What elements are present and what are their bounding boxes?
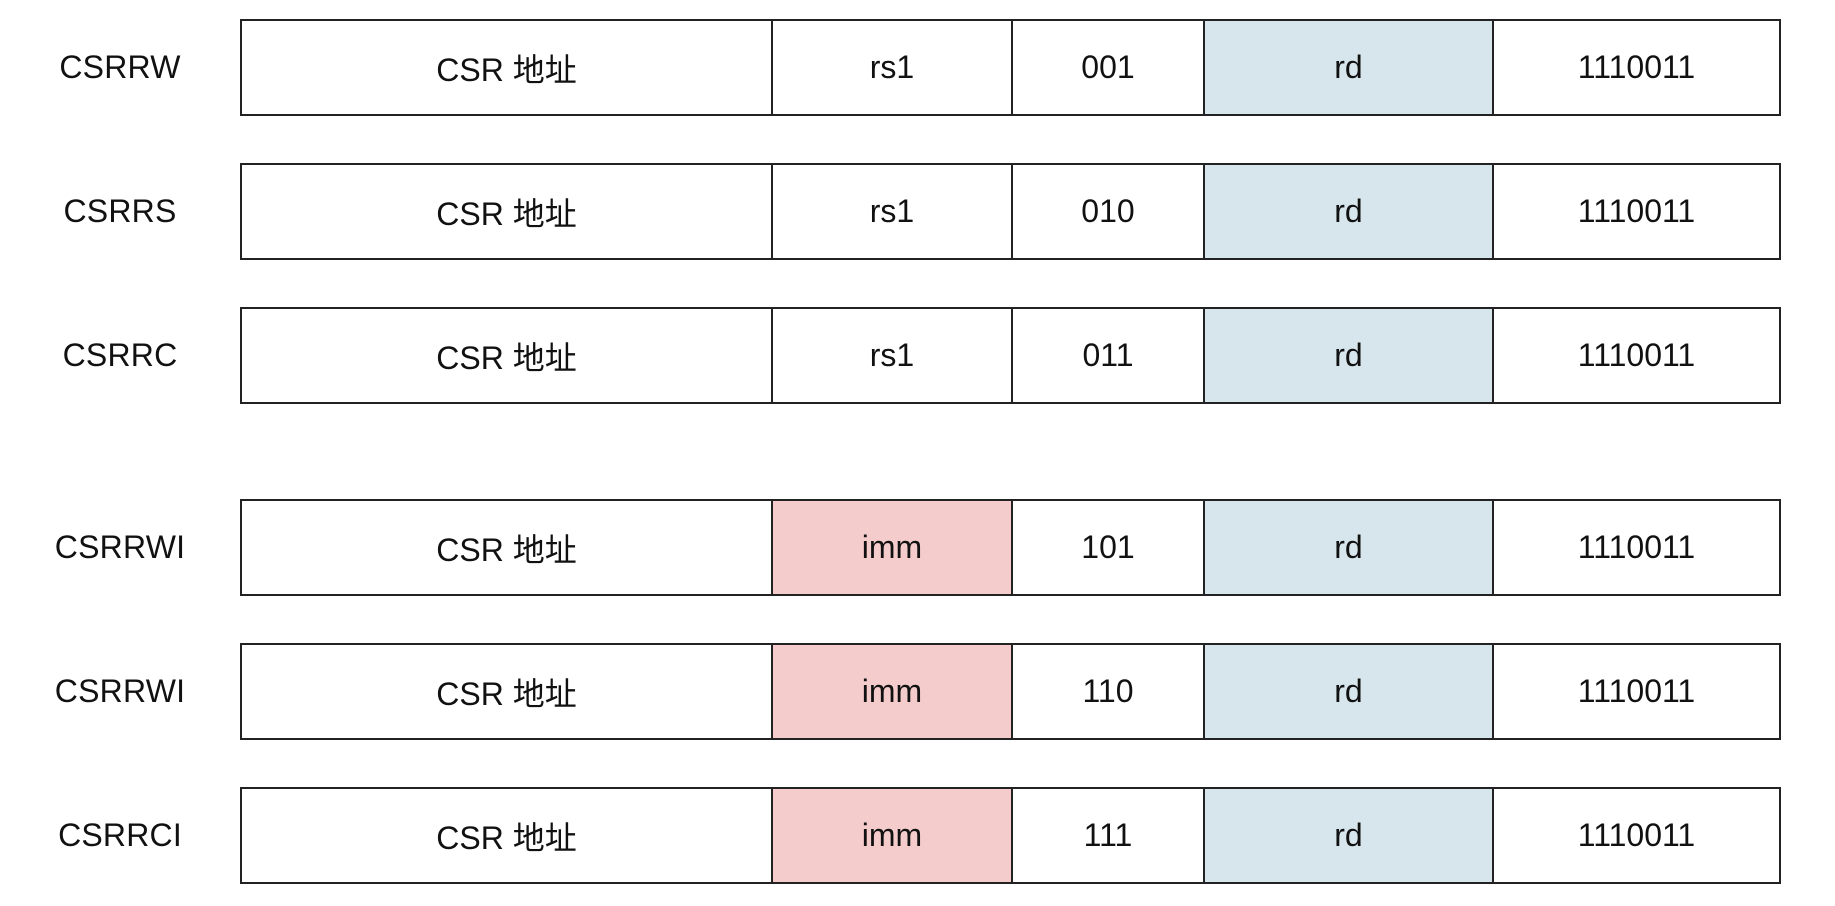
csr-address-field: CSR 地址 xyxy=(242,21,771,114)
instruction-row-csrrw: CSRRW CSR 地址 rs1 001 rd 1110011 xyxy=(0,19,1835,116)
rd-field: rd xyxy=(1203,165,1492,258)
instruction-row-csrrs: CSRRS CSR 地址 rs1 010 rd 1110011 xyxy=(0,163,1835,260)
opcode-field: 1110011 xyxy=(1492,645,1779,738)
imm-field: imm xyxy=(771,789,1011,882)
rs1-field: rs1 xyxy=(771,165,1011,258)
mnemonic-label: CSRRWI xyxy=(54,529,186,565)
encoding-fields: CSR 地址 rs1 001 rd 1110011 xyxy=(240,19,1781,116)
csr-address-field: CSR 地址 xyxy=(242,789,771,882)
csr-address-field: CSR 地址 xyxy=(242,165,771,258)
rd-field: rd xyxy=(1203,501,1492,594)
encoding-fields: CSR 地址 imm 110 rd 1110011 xyxy=(240,643,1781,740)
imm-field: imm xyxy=(771,645,1011,738)
csr-address-field: CSR 地址 xyxy=(242,309,771,402)
mnemonic-label: CSRRWI xyxy=(54,673,186,709)
opcode-field: 1110011 xyxy=(1492,501,1779,594)
rd-field: rd xyxy=(1203,789,1492,882)
imm-field: imm xyxy=(771,501,1011,594)
funct3-field: 110 xyxy=(1011,645,1203,738)
mnemonic-label: CSRRS xyxy=(63,193,177,229)
funct3-field: 001 xyxy=(1011,21,1203,114)
funct3-field: 111 xyxy=(1011,789,1203,882)
encoding-fields: CSR 地址 imm 111 rd 1110011 xyxy=(240,787,1781,884)
rs1-field: rs1 xyxy=(771,21,1011,114)
instruction-row-csrrwi: CSRRWI CSR 地址 imm 101 rd 1110011 xyxy=(0,499,1835,596)
funct3-field: 101 xyxy=(1011,501,1203,594)
encoding-fields: CSR 地址 imm 101 rd 1110011 xyxy=(240,499,1781,596)
opcode-field: 1110011 xyxy=(1492,165,1779,258)
encoding-fields: CSR 地址 rs1 010 rd 1110011 xyxy=(240,163,1781,260)
encoding-fields: CSR 地址 rs1 011 rd 1110011 xyxy=(240,307,1781,404)
instruction-row-csrrwi-2: CSRRWI CSR 地址 imm 110 rd 1110011 xyxy=(0,643,1835,740)
funct3-field: 010 xyxy=(1011,165,1203,258)
csr-address-field: CSR 地址 xyxy=(242,645,771,738)
opcode-field: 1110011 xyxy=(1492,309,1779,402)
opcode-field: 1110011 xyxy=(1492,21,1779,114)
rd-field: rd xyxy=(1203,645,1492,738)
rd-field: rd xyxy=(1203,21,1492,114)
opcode-field: 1110011 xyxy=(1492,789,1779,882)
instruction-row-csrrc: CSRRC CSR 地址 rs1 011 rd 1110011 xyxy=(0,307,1835,404)
rd-field: rd xyxy=(1203,309,1492,402)
mnemonic-label: CSRRCI xyxy=(58,817,182,853)
csr-address-field: CSR 地址 xyxy=(242,501,771,594)
instruction-row-csrrci: CSRRCI CSR 地址 imm 111 rd 1110011 xyxy=(0,787,1835,884)
mnemonic-label: CSRRW xyxy=(59,49,181,85)
mnemonic-label: CSRRC xyxy=(62,337,178,373)
rs1-field: rs1 xyxy=(771,309,1011,402)
funct3-field: 011 xyxy=(1011,309,1203,402)
